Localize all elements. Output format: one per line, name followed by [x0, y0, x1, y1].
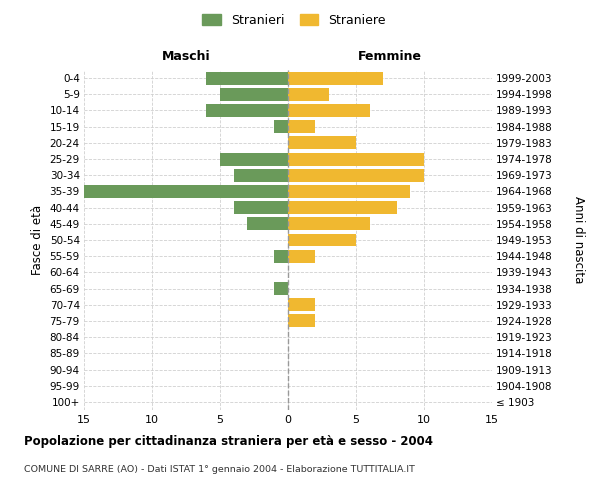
Bar	[288, 201, 397, 214]
Bar	[274, 282, 288, 295]
Text: Femmine: Femmine	[358, 50, 422, 63]
Bar	[206, 104, 288, 117]
Bar	[206, 72, 288, 85]
Bar	[288, 218, 370, 230]
Bar	[288, 88, 329, 101]
Bar	[247, 218, 288, 230]
Y-axis label: Fasce di età: Fasce di età	[31, 205, 44, 275]
Bar	[288, 234, 356, 246]
Bar	[274, 250, 288, 262]
Bar	[288, 298, 315, 311]
Bar	[220, 88, 288, 101]
Bar	[274, 120, 288, 133]
Y-axis label: Anni di nascita: Anni di nascita	[572, 196, 586, 284]
Bar	[84, 185, 288, 198]
Bar	[288, 250, 315, 262]
Bar	[233, 201, 288, 214]
Bar	[233, 169, 288, 181]
Bar	[220, 152, 288, 166]
Bar	[288, 136, 356, 149]
Legend: Stranieri, Straniere: Stranieri, Straniere	[202, 14, 386, 26]
Bar	[288, 72, 383, 85]
Text: Popolazione per cittadinanza straniera per età e sesso - 2004: Popolazione per cittadinanza straniera p…	[24, 435, 433, 448]
Bar	[288, 152, 424, 166]
Text: COMUNE DI SARRE (AO) - Dati ISTAT 1° gennaio 2004 - Elaborazione TUTTITALIA.IT: COMUNE DI SARRE (AO) - Dati ISTAT 1° gen…	[24, 465, 415, 474]
Text: Maschi: Maschi	[161, 50, 211, 63]
Bar	[288, 185, 410, 198]
Bar	[288, 120, 315, 133]
Bar	[288, 104, 370, 117]
Bar	[288, 169, 424, 181]
Bar	[288, 314, 315, 328]
